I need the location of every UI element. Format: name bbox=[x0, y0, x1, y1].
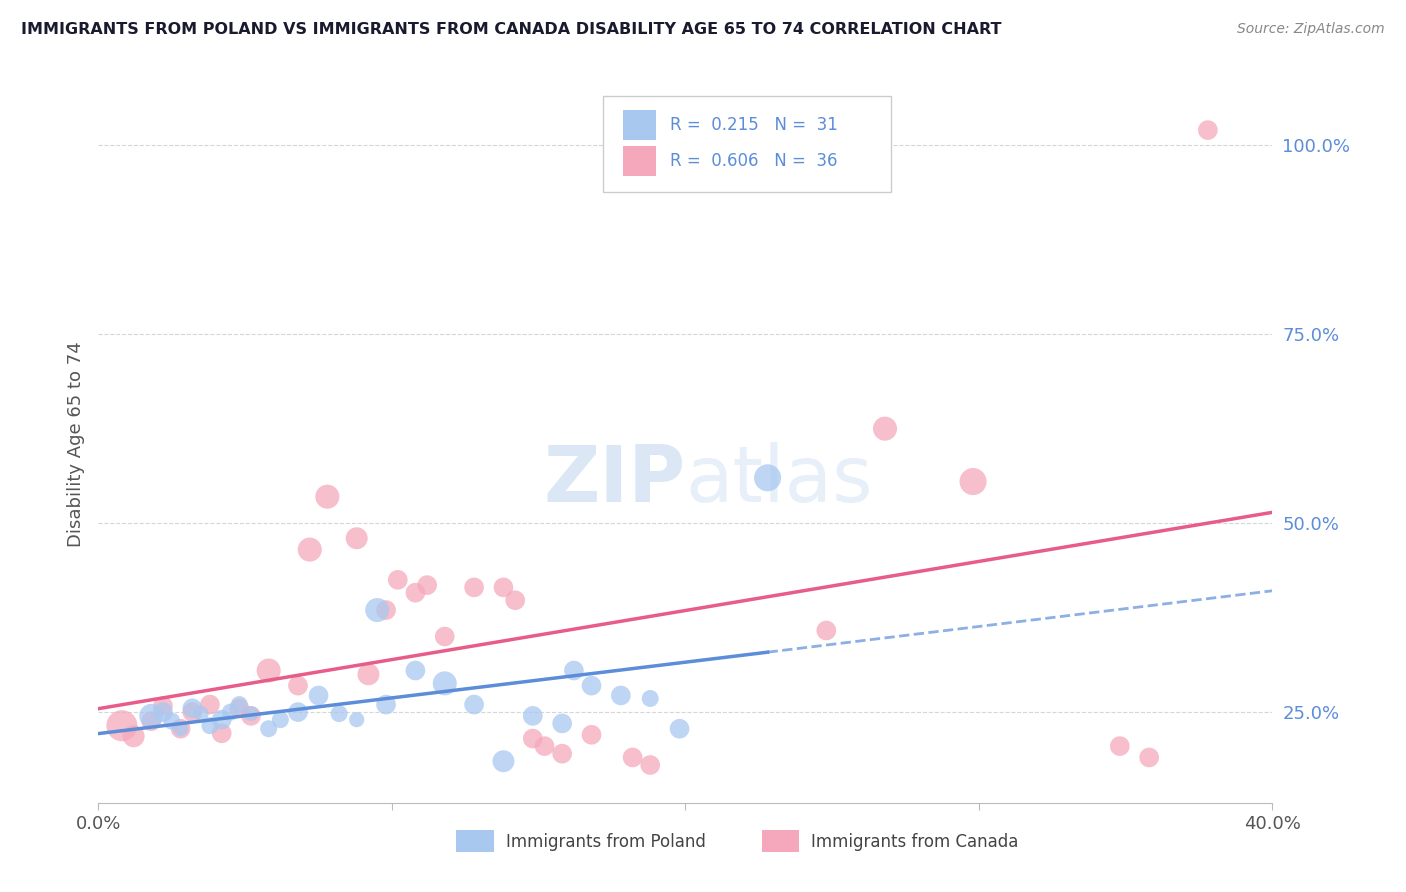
Point bbox=[404, 585, 426, 599]
FancyBboxPatch shape bbox=[623, 110, 657, 140]
Point bbox=[141, 714, 163, 728]
Point bbox=[316, 490, 339, 504]
Point bbox=[190, 706, 212, 721]
Point bbox=[228, 701, 250, 715]
Point bbox=[638, 691, 661, 706]
Point bbox=[169, 722, 191, 736]
Text: IMMIGRANTS FROM POLAND VS IMMIGRANTS FROM CANADA DISABILITY AGE 65 TO 74 CORRELA: IMMIGRANTS FROM POLAND VS IMMIGRANTS FRO… bbox=[21, 22, 1001, 37]
Point bbox=[815, 624, 838, 638]
Point bbox=[198, 698, 221, 712]
Text: Immigrants from Poland: Immigrants from Poland bbox=[506, 832, 706, 851]
Point bbox=[463, 581, 485, 595]
Point bbox=[433, 676, 456, 690]
Point bbox=[141, 709, 163, 723]
Point bbox=[287, 679, 309, 693]
Point bbox=[416, 578, 439, 592]
Point bbox=[211, 713, 233, 727]
Point bbox=[346, 713, 368, 727]
Point bbox=[522, 731, 544, 746]
Point bbox=[668, 722, 690, 736]
Point bbox=[621, 750, 644, 764]
Point bbox=[581, 728, 603, 742]
Point bbox=[328, 706, 350, 721]
Point bbox=[269, 713, 291, 727]
Point bbox=[240, 706, 263, 721]
Point bbox=[638, 758, 661, 772]
Point bbox=[1197, 123, 1219, 137]
Point bbox=[463, 698, 485, 712]
Text: Source: ZipAtlas.com: Source: ZipAtlas.com bbox=[1237, 22, 1385, 37]
Point bbox=[211, 726, 233, 740]
Point bbox=[287, 705, 309, 719]
Point bbox=[181, 701, 204, 715]
FancyBboxPatch shape bbox=[603, 95, 891, 193]
Text: atlas: atlas bbox=[686, 442, 873, 517]
Point bbox=[181, 705, 204, 719]
Point bbox=[1108, 739, 1130, 753]
Point bbox=[257, 664, 280, 678]
Point bbox=[111, 719, 134, 733]
Point bbox=[160, 714, 183, 728]
Point bbox=[375, 698, 398, 712]
Point bbox=[492, 754, 515, 768]
Text: R =  0.606   N =  36: R = 0.606 N = 36 bbox=[671, 152, 838, 169]
Point bbox=[257, 722, 280, 736]
Point bbox=[152, 705, 174, 719]
Point bbox=[219, 705, 242, 719]
Point bbox=[240, 709, 263, 723]
Point bbox=[387, 573, 409, 587]
Point bbox=[533, 739, 555, 753]
Text: Immigrants from Canada: Immigrants from Canada bbox=[811, 832, 1018, 851]
Point bbox=[581, 679, 603, 693]
Point bbox=[366, 603, 388, 617]
Point bbox=[152, 699, 174, 714]
Point bbox=[375, 603, 398, 617]
Point bbox=[610, 689, 633, 703]
Point bbox=[346, 531, 368, 545]
Point bbox=[198, 719, 221, 733]
Point bbox=[562, 664, 585, 678]
Point bbox=[357, 667, 380, 681]
Y-axis label: Disability Age 65 to 74: Disability Age 65 to 74 bbox=[66, 341, 84, 547]
Point bbox=[1137, 750, 1160, 764]
Point bbox=[873, 422, 896, 436]
Point bbox=[756, 471, 779, 485]
FancyBboxPatch shape bbox=[457, 830, 494, 852]
Point bbox=[298, 542, 321, 557]
Point bbox=[169, 722, 191, 736]
Point bbox=[503, 593, 526, 607]
Point bbox=[308, 689, 330, 703]
Point bbox=[122, 729, 145, 743]
Text: ZIP: ZIP bbox=[543, 442, 686, 517]
Point bbox=[228, 698, 250, 712]
Text: R =  0.215   N =  31: R = 0.215 N = 31 bbox=[671, 116, 838, 134]
Point bbox=[551, 747, 574, 761]
Point bbox=[962, 475, 984, 489]
Point bbox=[492, 581, 515, 595]
Point bbox=[551, 716, 574, 731]
FancyBboxPatch shape bbox=[762, 830, 799, 852]
FancyBboxPatch shape bbox=[623, 145, 657, 176]
Point bbox=[404, 664, 426, 678]
Point bbox=[433, 630, 456, 644]
Point bbox=[522, 709, 544, 723]
